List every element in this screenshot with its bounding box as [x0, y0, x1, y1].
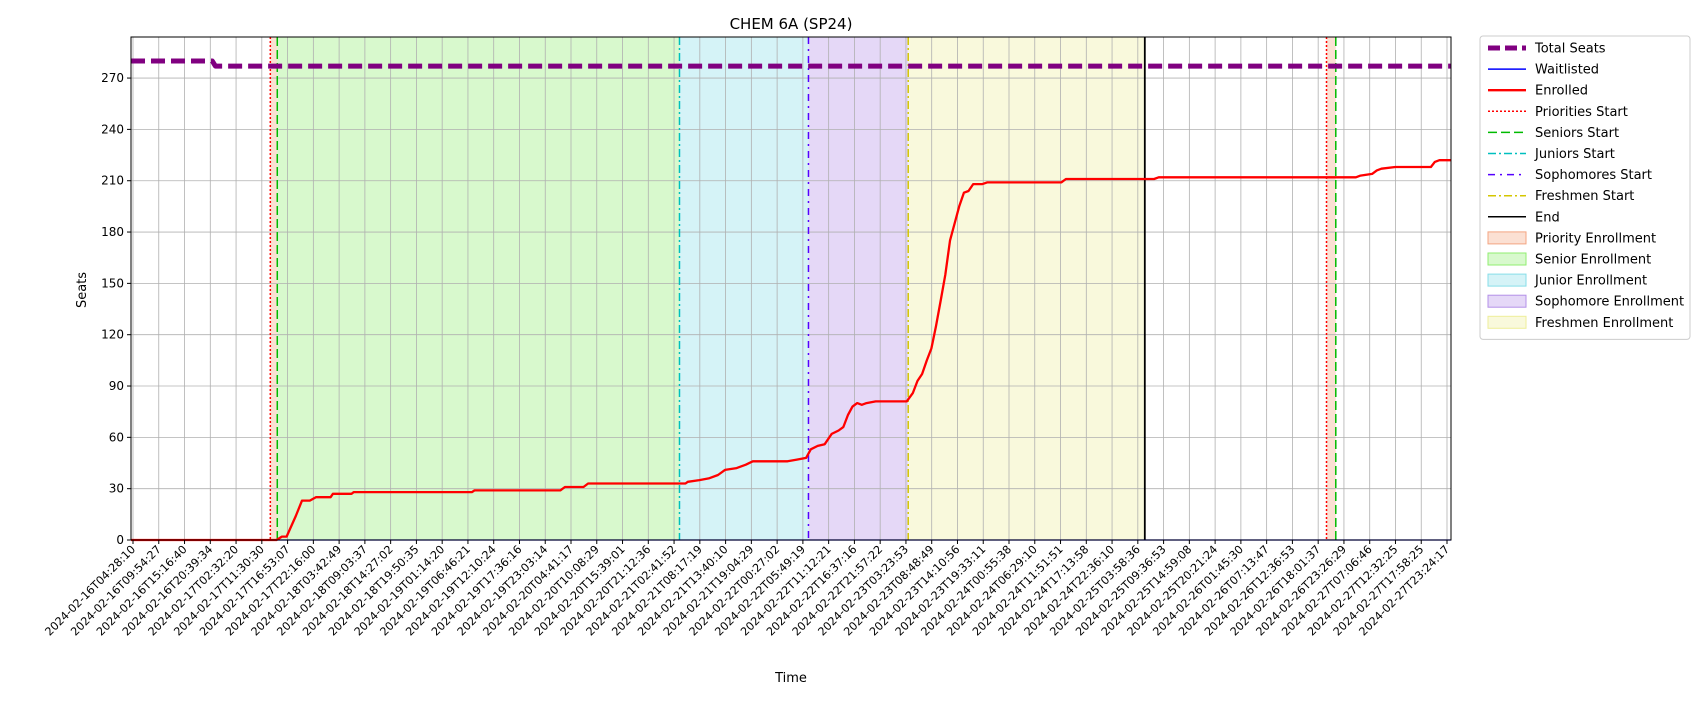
- series-total-seats: [131, 58, 1451, 69]
- legend-label: Enrolled: [1535, 84, 1588, 99]
- y-axis-label: Seats: [75, 272, 90, 308]
- chart-title: CHEM 6A (SP24): [730, 15, 853, 33]
- enrollment-spans: [270, 37, 1336, 540]
- legend-swatch: [1487, 273, 1527, 287]
- span-sophomore-enrollment: [808, 37, 909, 540]
- y-tick-labels: 0 30 60 90 120 150 180 210 240 270: [101, 71, 124, 547]
- y-tick-label: 60: [109, 430, 124, 444]
- x-tick-labels: 2024-02-16T04:28:102024-02-16T09:54:2720…: [43, 543, 1453, 639]
- legend-label: End: [1535, 210, 1560, 225]
- span-senior-enrollment: [277, 37, 680, 540]
- legend-label: Priorities Start: [1535, 105, 1628, 120]
- span-junior-enrollment: [679, 37, 809, 540]
- legend-swatch: [1487, 315, 1527, 329]
- legend-swatch: [1487, 231, 1527, 245]
- y-tick-label: 180: [101, 225, 124, 239]
- legend-label: Senior Enrollment: [1535, 253, 1651, 268]
- span-freshmen-enrollment: [908, 37, 1145, 540]
- legend-swatch: [1487, 294, 1527, 308]
- legend-label: Waitlisted: [1535, 63, 1599, 78]
- y-tick-label: 210: [101, 174, 124, 188]
- y-tick-label: 120: [101, 328, 124, 342]
- legend-label: Priority Enrollment: [1535, 231, 1656, 246]
- legend-label: Freshmen Start: [1535, 189, 1634, 204]
- y-tick-label: 240: [101, 122, 124, 136]
- y-tick-label: 270: [101, 71, 124, 85]
- series-enrolled: [131, 159, 1451, 542]
- legend-label: Sophomores Start: [1535, 168, 1652, 183]
- y-tick-label: 0: [116, 533, 124, 547]
- phase-start-lines: [269, 37, 1337, 540]
- legend-box: [1479, 35, 1691, 340]
- legend-label: Juniors Start: [1534, 147, 1615, 162]
- legend-label: Junior Enrollment: [1534, 274, 1647, 289]
- plot-frame: [130, 36, 1452, 541]
- legend-label: Freshmen Enrollment: [1535, 316, 1673, 331]
- axes: [127, 36, 1452, 544]
- legend-swatch: [1487, 252, 1527, 266]
- grid-lines: [131, 37, 1451, 541]
- span-priority-enrollment: [270, 37, 278, 540]
- legend: Total Seats Waitlisted Enrolled Priorities …: [1479, 35, 1691, 340]
- x-axis-label: Time: [774, 671, 807, 686]
- span-priority-enrollment: [1326, 37, 1336, 540]
- y-tick-label: 30: [109, 482, 124, 496]
- legend-label: Sophomore Enrollment: [1535, 295, 1684, 310]
- legend-label: Total Seats: [1534, 42, 1606, 57]
- legend-label: Seniors Start: [1535, 126, 1619, 141]
- y-tick-label: 90: [109, 379, 124, 393]
- y-tick-label: 150: [101, 276, 124, 290]
